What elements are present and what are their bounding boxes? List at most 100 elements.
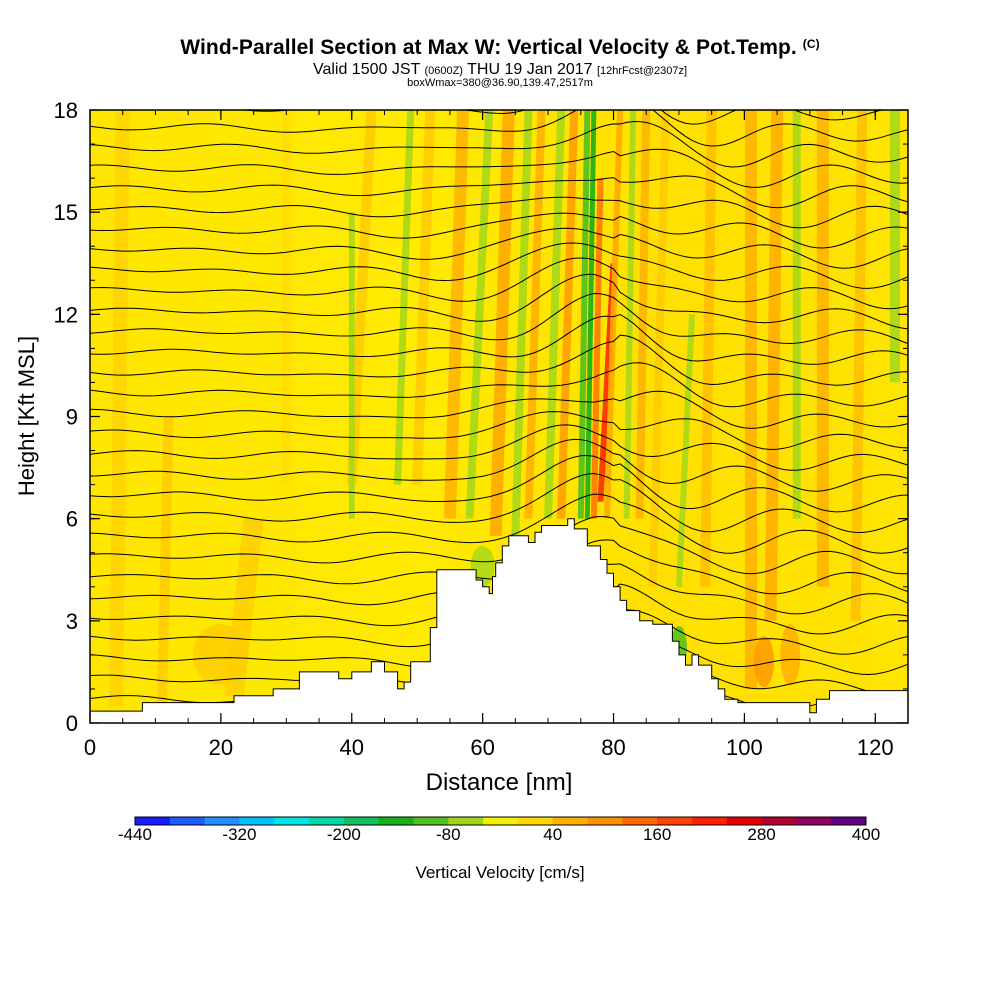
theta-contour: [90, 362, 908, 408]
colorbar-tick-label: 280: [747, 825, 776, 844]
colorbar-swatch: [517, 817, 554, 825]
colorbar-swatch: [274, 817, 310, 825]
theta-contour: [90, 196, 908, 229]
colorbar-swatch: [691, 817, 728, 825]
x-tick-label: 80: [601, 735, 625, 760]
theta-contour: [90, 424, 908, 471]
velocity-blob: [470, 545, 495, 587]
velocity-streak: [109, 110, 130, 706]
velocity-streak: [281, 110, 292, 485]
colorbar-swatch: [309, 817, 345, 825]
y-tick-label: 0: [66, 711, 78, 736]
colorbar-swatch: [448, 817, 484, 825]
velocity-streak: [590, 178, 604, 519]
x-tick-label: 60: [470, 735, 494, 760]
colorbar-tick-label: -320: [222, 825, 257, 844]
velocity-streak: [584, 110, 597, 519]
y-tick-label: 18: [54, 98, 78, 123]
velocity-streak: [412, 110, 436, 485]
y-axis: 0 3 6 9 12 15 18: [54, 98, 908, 736]
colorbar-swatch: [135, 817, 171, 825]
y-tick-label: 12: [54, 302, 78, 327]
x-tick-label: 20: [209, 735, 233, 760]
colorbar-tick-label: 400: [851, 825, 881, 844]
velocity-streak: [348, 212, 355, 519]
theta-contour: [90, 227, 908, 269]
colorbar-swatch: [726, 817, 763, 825]
theta-contour: [90, 242, 908, 289]
colorbar-swatch: [413, 817, 449, 825]
colorbar-swatch: [587, 817, 623, 825]
theta-contour: [90, 472, 908, 534]
velocity-blob: [192, 624, 249, 686]
x-tick-label: 120: [857, 735, 894, 760]
velocity-streak: [648, 110, 670, 587]
theta-contour: [90, 110, 908, 147]
colorbar: [134, 816, 867, 826]
velocity-blob: [754, 636, 775, 688]
velocity-streak: [700, 110, 717, 587]
theta-contour: [90, 175, 908, 209]
theta-contour: [90, 454, 908, 513]
colorbar-swatch: [622, 817, 658, 825]
colorbar-swatch: [483, 817, 519, 825]
colorbar-swatch: [239, 817, 275, 825]
colorbar-frame: [134, 816, 867, 826]
chart-title: Wind-Parallel Section at Max W: Vertical…: [180, 36, 820, 59]
theta-contour: [90, 257, 908, 310]
x-tick-label: 40: [340, 735, 364, 760]
y-axis-label: Height [Kft MSL]: [14, 336, 39, 496]
colorbar-title: Vertical Velocity [cm/s]: [415, 863, 585, 882]
colorbar-tick-label: 40: [543, 825, 563, 844]
theta-contour: [90, 390, 908, 429]
velocity-streak: [156, 416, 174, 706]
velocity-streak: [524, 110, 546, 519]
x-axis: 0 20 40 60 80 100 120: [84, 110, 909, 760]
velocity-streak: [792, 110, 801, 519]
velocity-streak: [557, 110, 579, 519]
x-tick-label: 0: [84, 735, 96, 760]
colorbar-tick-label: -80: [435, 825, 461, 844]
velocity-streak: [744, 110, 757, 689]
colorbar-swatch: [796, 817, 832, 825]
chart-subnote: boxWmax=380@36.90,139.47,2517m: [407, 77, 593, 89]
theta-contour: [90, 438, 908, 492]
theta-contour: [90, 212, 908, 249]
x-tick-label: 100: [726, 735, 763, 760]
colorbar-swatch: [378, 817, 414, 825]
theta-contour: [90, 493, 908, 554]
theta-contour: [90, 313, 908, 365]
colorbar-tick-label: -200: [326, 825, 361, 844]
theta-contour: [90, 121, 908, 168]
y-tick-label: 9: [66, 405, 78, 430]
velocity-streak: [489, 110, 515, 536]
velocity-streak: [635, 110, 651, 519]
velocity-streak: [623, 110, 637, 519]
velocity-streak: [443, 110, 470, 519]
velocity-streak: [465, 110, 494, 519]
colorbar-swatch: [169, 817, 206, 825]
colorbar-swatch: [831, 817, 867, 825]
theta-contour: [90, 148, 908, 188]
theta-contour: [90, 515, 908, 575]
velocity-streak: [394, 110, 415, 485]
colorbar-swatch: [552, 817, 589, 825]
velocity-streak: [850, 110, 868, 621]
plot-area: [89, 109, 909, 724]
theta-contour: [90, 273, 908, 330]
velocity-streak: [675, 314, 696, 587]
velocity-streak: [603, 110, 624, 519]
theta-contour: [90, 334, 908, 386]
x-axis-label: Distance [nm]: [426, 769, 573, 796]
theta-contour: [90, 292, 908, 345]
terrain: [90, 518, 908, 723]
theta-contour: [90, 411, 908, 451]
velocity-streak: [889, 110, 900, 383]
colorbar-swatch: [204, 817, 240, 825]
theta-contour: [239, 110, 885, 125]
velocity-streak: [816, 110, 829, 587]
colorbar-swatch: [761, 817, 797, 825]
y-tick-label: 3: [66, 609, 78, 634]
colorbar-swatch: [657, 817, 693, 825]
